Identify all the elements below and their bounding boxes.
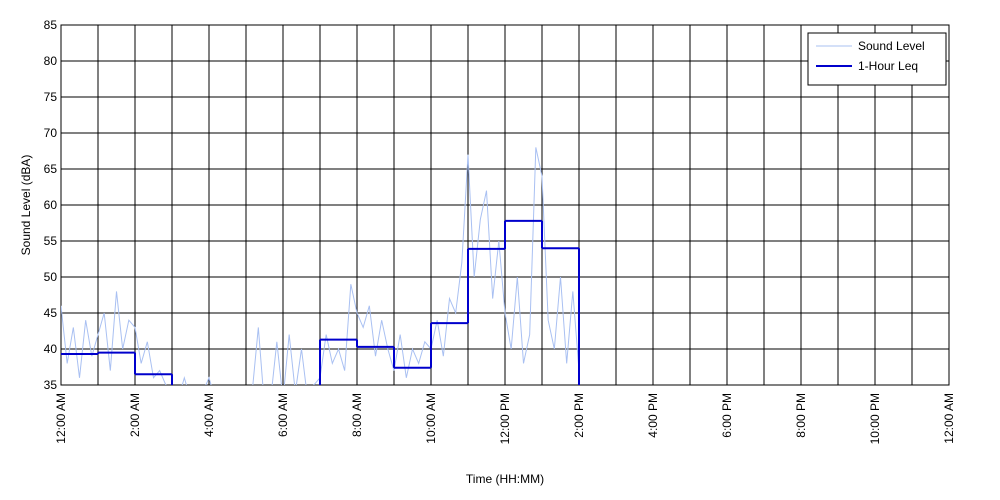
grid <box>60 24 950 386</box>
legend-label: Sound Level <box>858 39 925 53</box>
x-tick-label: 2:00 PM <box>572 393 586 438</box>
x-tick-label: 6:00 PM <box>720 393 734 438</box>
legend-box <box>807 32 947 86</box>
y-tick-label: 45 <box>44 306 58 320</box>
x-tick-label: 12:00 AM <box>54 393 68 444</box>
x-tick-label: 2:00 AM <box>128 393 142 437</box>
x-tick-label: 4:00 PM <box>646 393 660 438</box>
x-tick-label: 6:00 AM <box>276 393 290 437</box>
x-tick-label: 4:00 AM <box>202 393 216 437</box>
y-tick-label: 40 <box>44 342 58 356</box>
x-tick-label: 8:00 PM <box>794 393 808 438</box>
plot-marks <box>61 147 580 385</box>
legend-label: 1-Hour Leq <box>858 59 918 73</box>
y-tick-label: 35 <box>44 378 58 392</box>
y-tick-label: 80 <box>44 54 58 68</box>
x-tick-label: 12:00 PM <box>498 393 512 444</box>
x-axis-label: Time (HH:MM) <box>466 472 544 486</box>
y-tick-label: 55 <box>44 234 58 248</box>
y-tick-label: 50 <box>44 270 58 284</box>
y-tick-label: 65 <box>44 162 58 176</box>
x-tick-label: 8:00 AM <box>350 393 364 437</box>
x-tick-label: 10:00 PM <box>868 393 882 444</box>
y-tick-label: 60 <box>44 198 58 212</box>
x-tick-label: 10:00 AM <box>424 393 438 444</box>
y-tick-label: 75 <box>44 90 58 104</box>
legend: Sound Level 1-Hour Leq <box>807 32 947 86</box>
y-tick-label: 85 <box>44 18 58 32</box>
y-axis-label: Sound Level (dBA) <box>19 155 33 256</box>
y-tick-label: 70 <box>44 126 58 140</box>
x-tick-label: 12:00 AM <box>942 393 956 444</box>
